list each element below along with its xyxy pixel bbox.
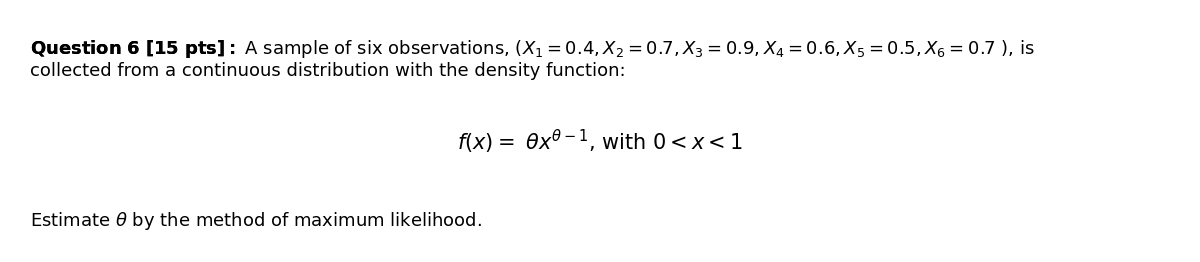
Text: collected from a continuous distribution with the density function:: collected from a continuous distribution… (30, 62, 625, 80)
Text: Estimate $\theta$ by the method of maximum likelihood.: Estimate $\theta$ by the method of maxim… (30, 210, 482, 232)
Text: $\mathbf{Question\ 6\ [15\ pts]:}$ A sample of six observations, $( X_1 = 0.4, X: $\mathbf{Question\ 6\ [15\ pts]:}$ A sam… (30, 38, 1034, 60)
Text: $f(x) = \ \theta x^{\theta-1}$, with $0 < x < 1$: $f(x) = \ \theta x^{\theta-1}$, with $0 … (457, 128, 743, 156)
Text: $\mathbf{Question\ 6\ [15\ pts]:}$: $\mathbf{Question\ 6\ [15\ pts]:}$ (30, 38, 235, 60)
